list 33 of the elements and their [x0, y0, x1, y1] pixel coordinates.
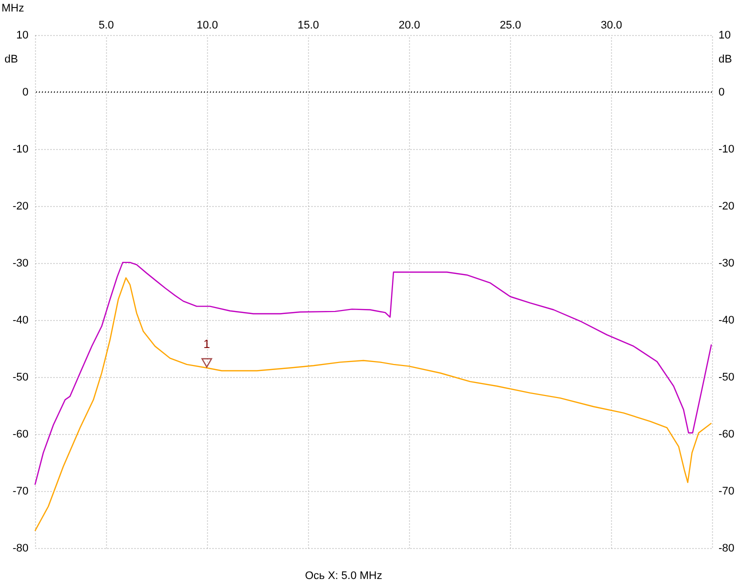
y2-tick-label: 0 [718, 86, 725, 98]
annotation: 1 [203, 336, 210, 351]
y2-tick-label: -30 [718, 258, 734, 270]
y2-tick-label: -80 [718, 542, 734, 554]
x-tick-label: 10.0 [196, 20, 218, 32]
x-axis-title: MHz [2, 2, 24, 14]
y-tick-label: -80 [12, 542, 28, 554]
y-tick-label: -10 [12, 144, 28, 156]
y2-tick-label: -50 [718, 372, 734, 384]
y2-tick-label: 10 [718, 30, 731, 42]
y-tick-label: -30 [12, 258, 28, 270]
y2-tick-label: -40 [718, 314, 734, 326]
y2-tick-label: -70 [718, 486, 734, 498]
y-tick-label: -20 [12, 200, 28, 212]
y2-tick-label: -10 [718, 144, 734, 156]
y-axis-title: dB [4, 54, 18, 66]
y-tick-label: -40 [12, 314, 28, 326]
y-tick-label: -50 [12, 372, 28, 384]
x-tick-label: 20.0 [398, 20, 420, 32]
line-series [34, 262, 712, 486]
y-tick-label: -70 [12, 486, 28, 498]
x-tick-label: 25.0 [500, 20, 522, 32]
line-series [34, 277, 712, 532]
y-tick-label: -60 [12, 428, 28, 440]
x-tick-label: 5.0 [98, 20, 114, 32]
text: Ось X: 5.0 MHz [305, 570, 382, 582]
y-tick-label: 10 [16, 30, 28, 42]
x-tick-label: 15.0 [298, 20, 320, 32]
y2-tick-label: -60 [718, 428, 734, 440]
y2-axis-title: dB [718, 54, 732, 66]
y2-tick-label: -20 [718, 200, 734, 212]
y-tick-label: 0 [22, 86, 28, 98]
x-tick-label: 30.0 [600, 20, 622, 32]
